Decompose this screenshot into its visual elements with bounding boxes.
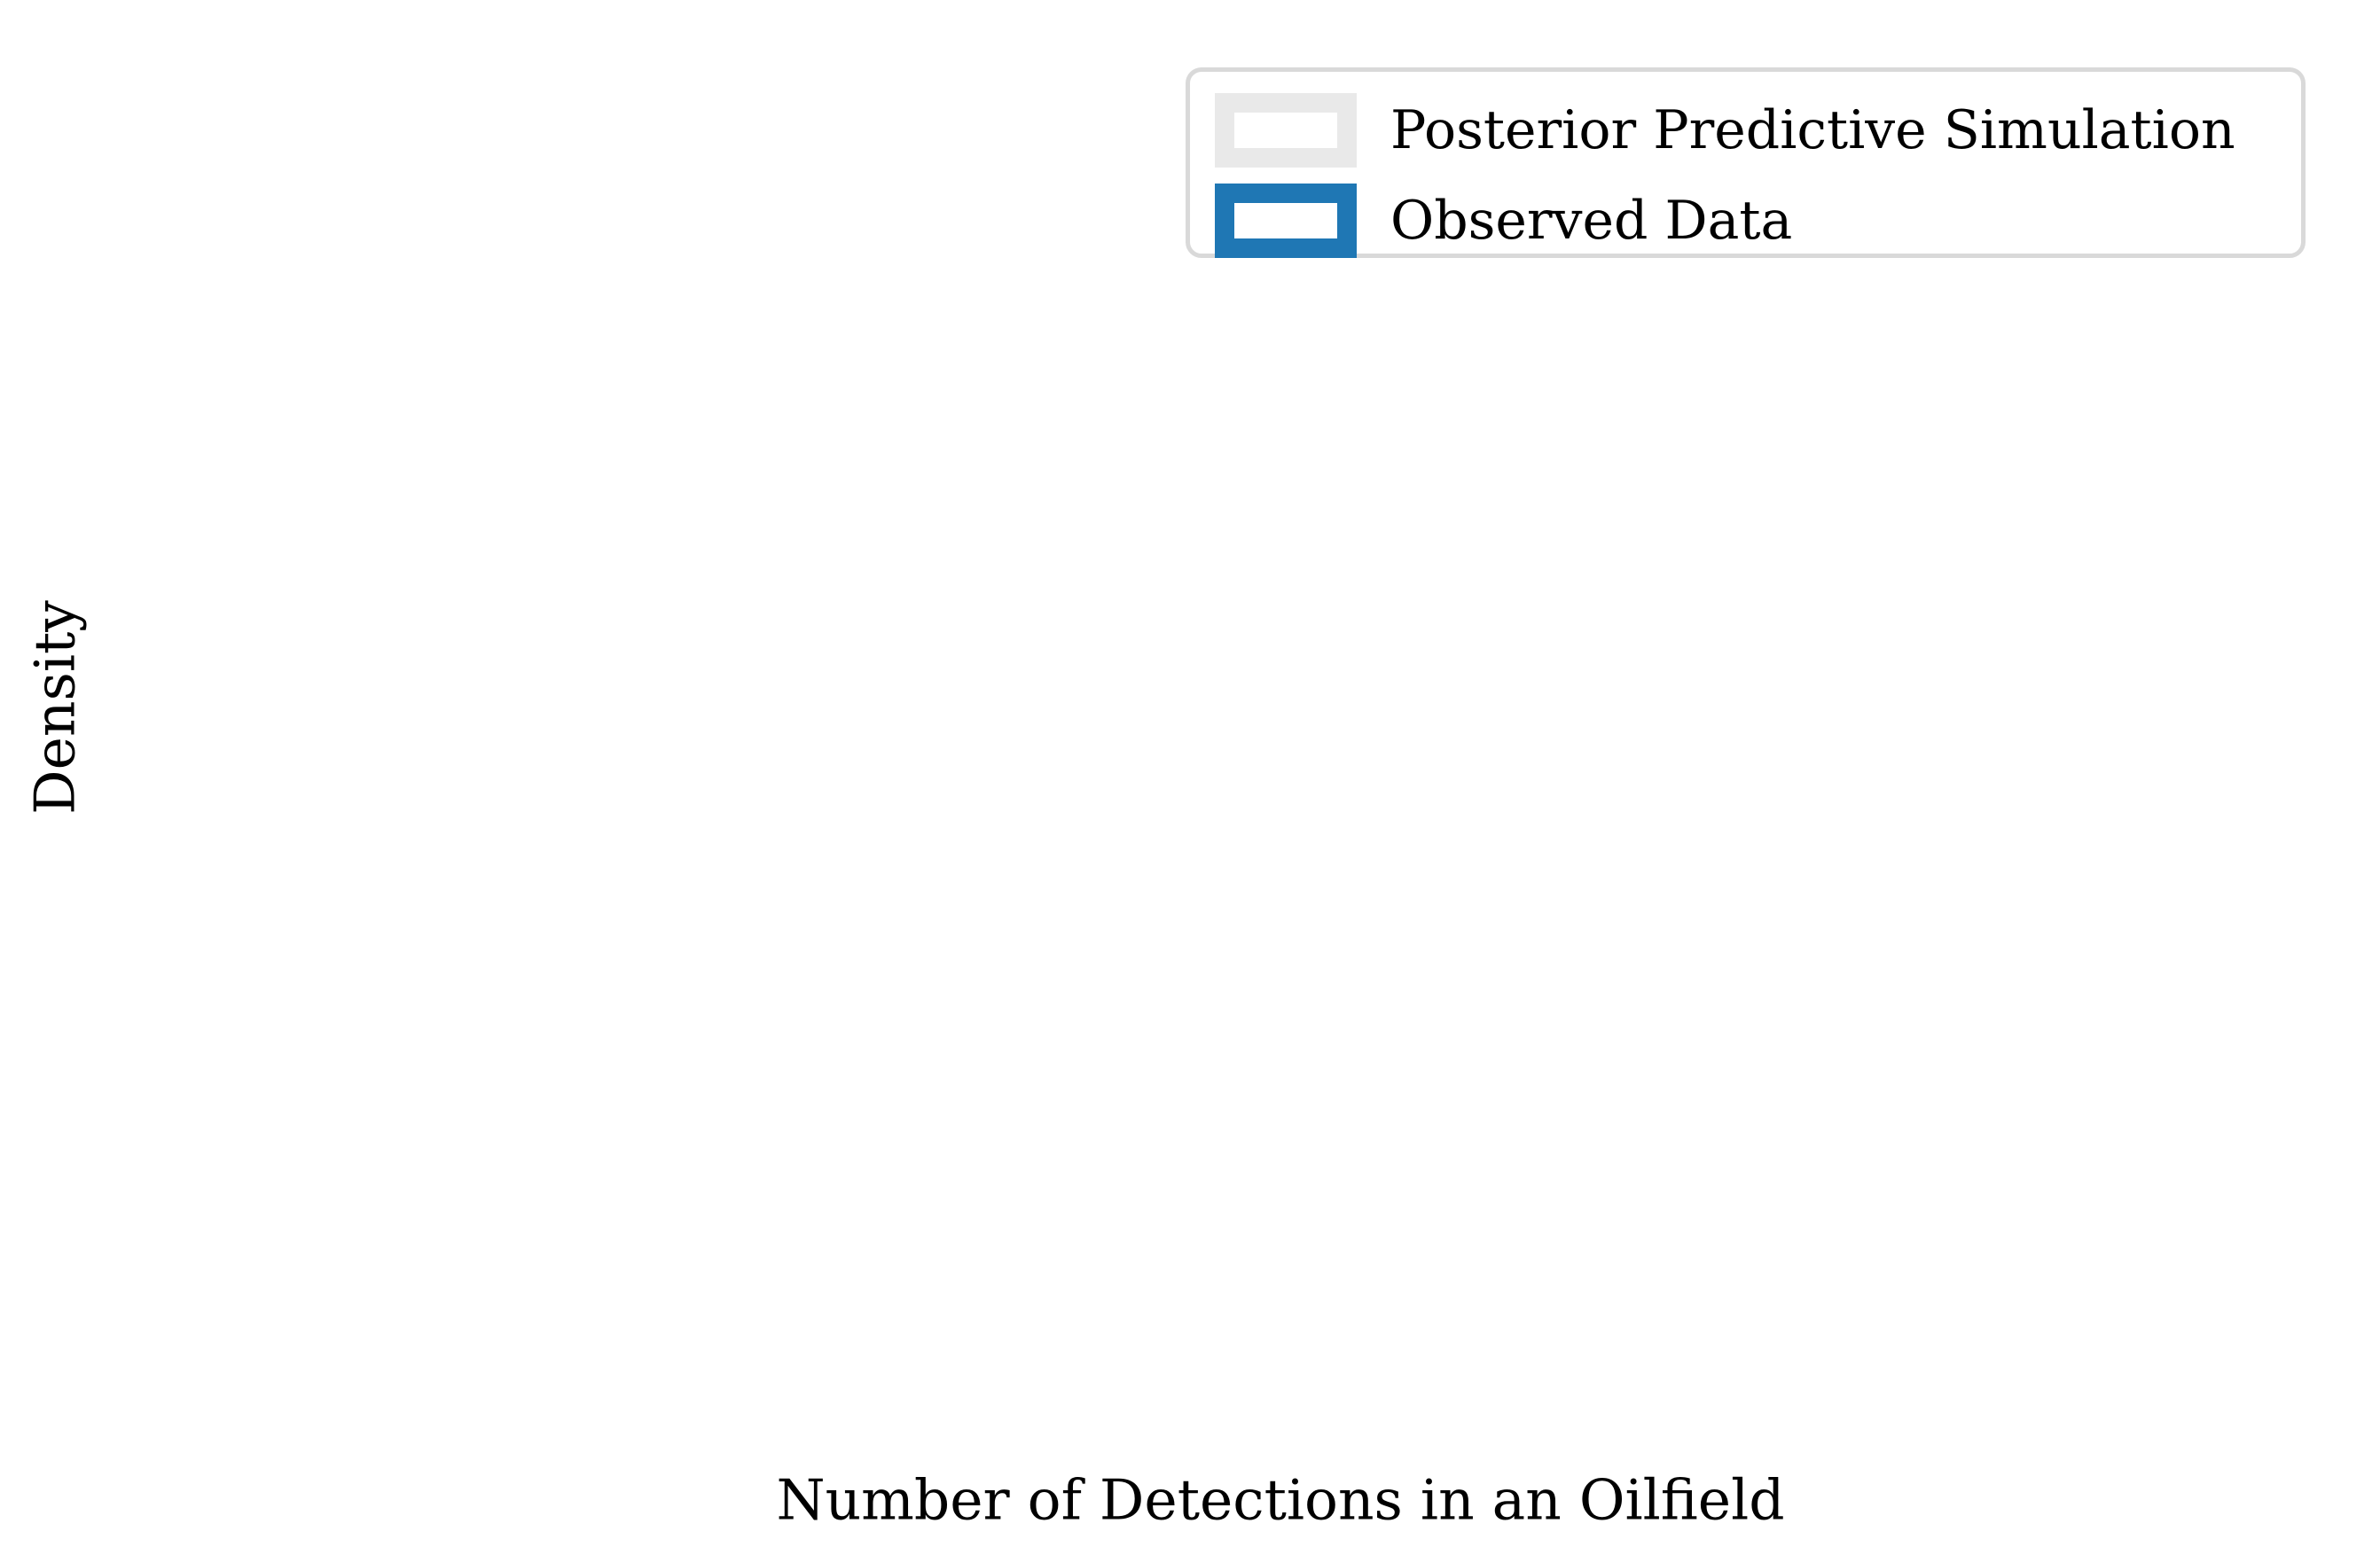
posterior-predictive-swatch-icon <box>1215 93 1357 168</box>
legend: Posterior Predictive Simulation Observed… <box>1186 67 2306 258</box>
y-axis-label: Density <box>22 600 88 815</box>
legend-item-label: Posterior Predictive Simulation <box>1390 99 2235 161</box>
legend-item-label: Observed Data <box>1390 190 1793 252</box>
x-axis-label: Number of Detections in an Oilfield <box>776 1467 1785 1533</box>
legend-item-observed-data: Observed Data <box>1215 184 2274 258</box>
legend-item-posterior-predictive: Posterior Predictive Simulation <box>1215 93 2274 168</box>
observed-data-swatch-icon <box>1215 184 1357 258</box>
